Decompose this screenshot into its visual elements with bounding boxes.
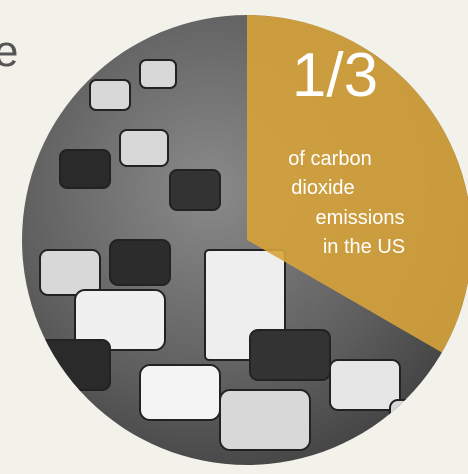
caption-line: emissions <box>316 207 405 229</box>
headline: 1/3 <box>292 41 378 110</box>
caption-line: dioxide <box>291 177 354 199</box>
caption-line: of carbon <box>288 148 371 170</box>
highlight-wedge <box>247 15 468 353</box>
caption-line: in the US <box>323 236 405 258</box>
cut-text: e <box>0 27 18 76</box>
